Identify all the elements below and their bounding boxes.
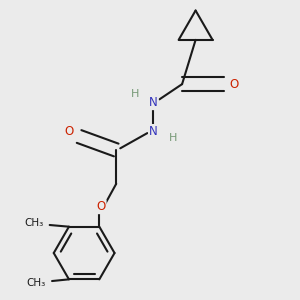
Text: O: O [96,200,106,213]
Text: O: O [229,78,239,91]
Text: H: H [169,133,177,142]
Text: CH₃: CH₃ [24,218,44,228]
Text: O: O [64,125,74,138]
Text: N: N [149,96,158,109]
Text: CH₃: CH₃ [27,278,46,288]
Text: N: N [149,125,158,138]
Text: H: H [130,89,139,99]
